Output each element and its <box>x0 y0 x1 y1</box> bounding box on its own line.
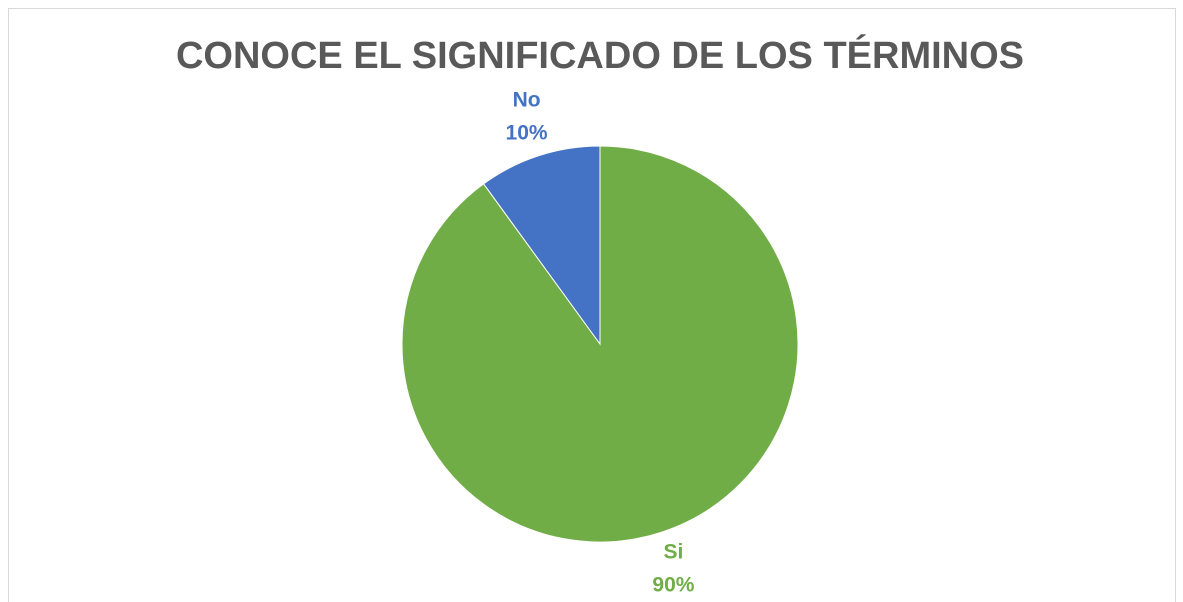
chart-title: CONOCE EL SIGNIFICADO DE LOS TÉRMINOS <box>176 33 1024 77</box>
chart-border <box>8 8 1176 602</box>
pie-slice <box>482 145 601 346</box>
slice-category-label: Si <box>664 541 684 564</box>
slice-category-label: No <box>513 89 541 112</box>
slice-value-label: 10% <box>506 122 548 145</box>
slice-value-label: 90% <box>652 574 694 597</box>
